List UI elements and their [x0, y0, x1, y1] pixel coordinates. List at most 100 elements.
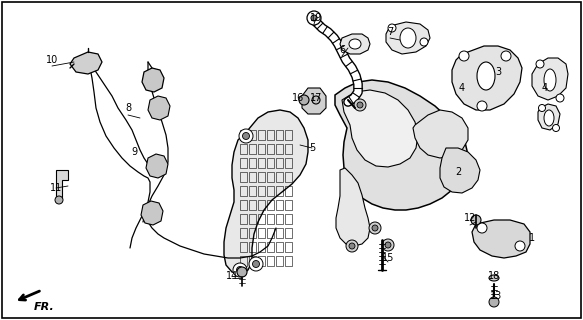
Circle shape: [239, 129, 253, 143]
Polygon shape: [452, 46, 522, 110]
Circle shape: [237, 267, 247, 277]
Bar: [285, 242, 292, 252]
Circle shape: [477, 223, 487, 233]
Bar: [267, 256, 274, 266]
Circle shape: [299, 95, 309, 105]
Bar: [285, 200, 292, 210]
Bar: [267, 214, 274, 224]
Polygon shape: [70, 52, 102, 74]
Polygon shape: [335, 80, 468, 210]
Bar: [267, 186, 274, 196]
Bar: [240, 172, 247, 182]
Bar: [267, 228, 274, 238]
Bar: [276, 256, 283, 266]
Text: 17: 17: [310, 93, 322, 103]
Circle shape: [233, 263, 247, 277]
Polygon shape: [440, 148, 480, 193]
Polygon shape: [142, 68, 164, 92]
Circle shape: [369, 222, 381, 234]
Circle shape: [252, 260, 259, 268]
Polygon shape: [340, 34, 370, 54]
Bar: [276, 228, 283, 238]
Circle shape: [354, 99, 366, 111]
Ellipse shape: [349, 39, 361, 49]
Circle shape: [55, 196, 63, 204]
Bar: [267, 158, 274, 168]
Bar: [249, 200, 256, 210]
Text: 10: 10: [46, 55, 58, 65]
Bar: [267, 144, 274, 154]
Circle shape: [311, 15, 317, 21]
Circle shape: [459, 51, 469, 61]
Ellipse shape: [544, 69, 556, 91]
Circle shape: [385, 242, 391, 248]
Bar: [267, 130, 274, 140]
Bar: [249, 242, 256, 252]
Circle shape: [346, 240, 358, 252]
Circle shape: [349, 243, 355, 249]
Bar: [285, 186, 292, 196]
Circle shape: [243, 132, 250, 140]
Text: 8: 8: [125, 103, 131, 113]
Text: 16: 16: [292, 93, 304, 103]
Bar: [240, 214, 247, 224]
Bar: [240, 242, 247, 252]
Polygon shape: [472, 220, 530, 258]
Bar: [276, 186, 283, 196]
Bar: [276, 130, 283, 140]
Bar: [240, 130, 247, 140]
Bar: [285, 214, 292, 224]
Polygon shape: [413, 110, 468, 158]
Bar: [240, 200, 247, 210]
Circle shape: [553, 124, 560, 132]
Circle shape: [501, 51, 511, 61]
Bar: [285, 256, 292, 266]
Circle shape: [556, 94, 564, 102]
Bar: [240, 228, 247, 238]
Bar: [258, 186, 265, 196]
Bar: [276, 144, 283, 154]
Bar: [240, 144, 247, 154]
Circle shape: [382, 239, 394, 251]
Ellipse shape: [477, 62, 495, 90]
Bar: [258, 228, 265, 238]
Text: 15: 15: [382, 253, 394, 263]
Bar: [240, 256, 247, 266]
Bar: [249, 172, 256, 182]
Circle shape: [312, 96, 320, 104]
Text: 11: 11: [50, 183, 62, 193]
Polygon shape: [146, 154, 168, 178]
Text: 4: 4: [459, 83, 465, 93]
Polygon shape: [302, 88, 326, 114]
Text: 6: 6: [339, 45, 345, 55]
Text: 7: 7: [387, 27, 393, 37]
Bar: [285, 172, 292, 182]
Circle shape: [539, 105, 546, 111]
Circle shape: [477, 101, 487, 111]
Polygon shape: [141, 201, 163, 225]
Bar: [267, 242, 274, 252]
Bar: [249, 144, 256, 154]
Bar: [258, 242, 265, 252]
Polygon shape: [342, 90, 418, 167]
Polygon shape: [224, 110, 308, 274]
Text: 5: 5: [309, 143, 315, 153]
Polygon shape: [148, 96, 170, 120]
Bar: [258, 172, 265, 182]
Bar: [285, 228, 292, 238]
Text: FR.: FR.: [34, 302, 55, 312]
Bar: [276, 158, 283, 168]
Text: 19: 19: [310, 13, 322, 23]
Circle shape: [388, 24, 396, 32]
Text: 1: 1: [529, 233, 535, 243]
Text: 9: 9: [131, 147, 137, 157]
Bar: [267, 172, 274, 182]
Bar: [285, 130, 292, 140]
Circle shape: [515, 241, 525, 251]
Bar: [249, 256, 256, 266]
Text: 3: 3: [495, 67, 501, 77]
Ellipse shape: [400, 28, 416, 48]
Polygon shape: [386, 22, 430, 54]
Bar: [276, 200, 283, 210]
Circle shape: [471, 215, 481, 225]
